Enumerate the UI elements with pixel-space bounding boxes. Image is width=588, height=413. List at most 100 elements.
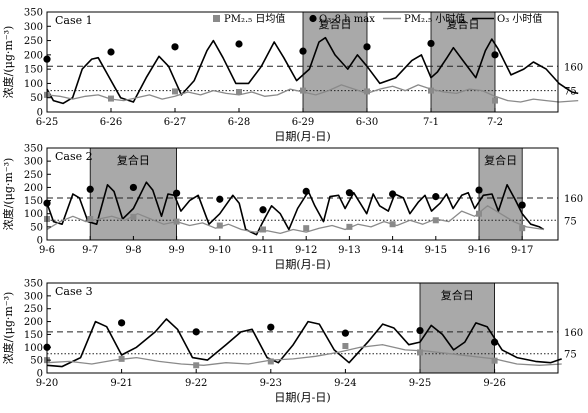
pm25-daily-point xyxy=(389,221,396,228)
x-tick-label: 7-1 xyxy=(423,117,439,128)
pm25-daily-point xyxy=(216,222,223,229)
pm25-daily-point xyxy=(300,87,306,94)
x-tick-label: 9-23 xyxy=(260,378,282,389)
o3-8h-max-point xyxy=(302,187,310,195)
y-tick-label: 200 xyxy=(24,50,43,61)
pm25-daily-point xyxy=(492,97,498,104)
pm25-daily-point xyxy=(130,213,137,220)
o3-8h-max-point xyxy=(267,323,275,331)
pm25-daily-point xyxy=(173,218,180,225)
pm25-daily-point xyxy=(342,343,349,349)
case-label: Case 3 xyxy=(55,285,93,298)
reference-line-label: 75 xyxy=(564,350,577,361)
o3-8h-max-point xyxy=(86,185,94,193)
o3-8h-max-point xyxy=(118,319,126,327)
o3-8h-max-point xyxy=(235,40,243,48)
pm25-daily-point xyxy=(491,357,498,364)
y-tick-label: 300 xyxy=(24,157,43,168)
y-tick-label: 150 xyxy=(24,65,43,76)
x-tick-label: 9-8 xyxy=(125,245,141,256)
y-tick-label: 100 xyxy=(24,209,43,220)
x-tick-label: 9-16 xyxy=(468,245,490,256)
reference-line-label: 160 xyxy=(564,328,583,339)
pm25-daily-point xyxy=(267,358,274,365)
o3-hourly-line xyxy=(46,318,562,368)
y-tick-label: 300 xyxy=(24,22,43,33)
complex-day-label: 复合日 xyxy=(484,153,517,167)
o3-8h-max-point xyxy=(129,183,137,192)
y-tick-label: 50 xyxy=(30,222,43,233)
o3-hourly-line xyxy=(46,36,579,105)
y-tick-label: 150 xyxy=(24,330,43,341)
pm25-daily-point xyxy=(260,226,266,233)
y-tick-label: 100 xyxy=(24,79,43,90)
x-tick-label: 9-6 xyxy=(39,245,55,256)
complex-day-label: 复合日 xyxy=(319,17,352,31)
pm25-hourly-line xyxy=(46,344,562,366)
y-tick-label: 200 xyxy=(24,183,43,194)
legend-o3-8h-marker xyxy=(309,14,317,23)
pm25-daily-point xyxy=(428,87,434,94)
pm25-daily-point xyxy=(87,215,94,222)
legend: PM₂.₅ 日均值 O₃-8 h max PM₂.₅ 小时值 O₃ 小时值 xyxy=(213,12,542,25)
x-tick-label: 6-28 xyxy=(228,117,250,128)
o3-8h-max-point xyxy=(192,328,200,336)
x-tick-label: 9-14 xyxy=(381,245,403,256)
pm25-daily-point xyxy=(303,225,310,232)
y-axis-label: 浓度/(μg·m⁻³) xyxy=(1,292,15,365)
y-tick-label: 0 xyxy=(37,369,43,380)
legend-pm25-daily-marker xyxy=(213,15,220,22)
complex-day-label: 复合日 xyxy=(117,153,150,167)
o3-8h-max-point xyxy=(216,195,224,203)
pm25-daily-point xyxy=(108,95,114,102)
pm25-daily-point xyxy=(432,217,439,224)
o3-8h-max-point xyxy=(416,326,424,335)
y-axis-label: 浓度/(μg·m⁻³) xyxy=(1,158,15,231)
x-tick-label: 9-7 xyxy=(82,245,98,256)
pm25-hourly-line xyxy=(46,205,544,235)
x-tick-label: 9-13 xyxy=(338,245,360,256)
pm25-daily-point xyxy=(476,210,482,217)
pm25-daily-point xyxy=(236,89,242,95)
plot-frame xyxy=(46,147,559,241)
pm25-daily-point xyxy=(346,223,353,230)
reference-line-label: 75 xyxy=(564,87,577,98)
y-tick-label: 250 xyxy=(24,304,43,315)
o3-8h-max-point xyxy=(475,186,483,194)
legend-o3-hourly-label: O₃ 小时值 xyxy=(497,12,542,25)
o3-8h-max-point xyxy=(345,189,353,197)
o3-8h-max-point xyxy=(427,39,435,48)
x-tick-label: 6-29 xyxy=(292,117,314,128)
o3-8h-max-point xyxy=(363,43,371,51)
reference-line-label: 160 xyxy=(564,62,583,73)
y-tick-label: 150 xyxy=(24,196,43,207)
pm25-daily-point xyxy=(118,355,125,362)
o3-8h-max-point xyxy=(259,206,267,214)
y-tick-label: 0 xyxy=(37,236,43,247)
reference-line-label: 160 xyxy=(564,194,583,205)
legend-pm25-hourly-label: PM₂.₅ 小时值 xyxy=(404,12,465,25)
x-tick-label: 9-11 xyxy=(252,245,274,256)
o3-8h-max-point xyxy=(299,47,307,55)
pm25-daily-point xyxy=(364,88,370,95)
y-axis-label: 浓度/(μg·m⁻³) xyxy=(1,26,15,99)
x-tick-label: 9-20 xyxy=(36,378,58,389)
x-axis-label: 日期(月-日) xyxy=(274,258,330,271)
panel-1: 复合日 复合日 160 75 0 50 100 150 200 250 300 350 6-25 6-26… xyxy=(1,8,583,144)
y-tick-label: 200 xyxy=(24,317,43,328)
complex-day-label: 复合日 xyxy=(447,17,480,31)
y-tick-label: 0 xyxy=(37,108,43,119)
case-label: Case 2 xyxy=(55,150,93,163)
x-tick-label: 9-24 xyxy=(334,378,356,389)
complex-day-label: 复合日 xyxy=(441,288,474,302)
x-axis-label: 日期(月-日) xyxy=(274,130,330,143)
o3-8h-max-point xyxy=(518,201,526,209)
pm25-daily-point xyxy=(519,225,526,232)
o3-8h-max-point xyxy=(171,43,179,51)
y-tick-label: 250 xyxy=(24,170,43,181)
o3-8h-max-point xyxy=(432,193,440,201)
complex-day-band xyxy=(302,11,368,113)
x-axis-label: 日期(月-日) xyxy=(274,391,330,404)
x-tick-label: 9-21 xyxy=(110,378,132,389)
